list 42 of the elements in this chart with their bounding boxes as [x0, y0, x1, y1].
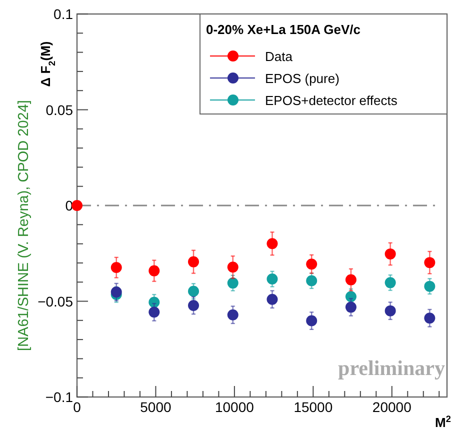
point: [384, 277, 396, 288]
point: [188, 300, 200, 311]
x-axis-title: M$^{2}$: [435, 414, 451, 430]
point: [424, 280, 436, 292]
point: [227, 278, 238, 289]
legend-label: EPOS (pure): [265, 71, 340, 86]
point: [345, 302, 356, 313]
point: [306, 258, 318, 270]
point: [424, 257, 436, 268]
annotation: preliminary: [338, 356, 446, 380]
point: [72, 200, 82, 211]
point: [345, 291, 356, 302]
point: [266, 294, 278, 305]
y-tick-label: −0.05: [38, 293, 74, 310]
point: [110, 286, 122, 298]
point: [188, 286, 200, 297]
point: [266, 238, 278, 250]
text: [NA61/SHINE (V. Reyna), CPOD 2024]: [16, 100, 32, 351]
point: [227, 309, 238, 320]
point: [148, 306, 160, 318]
point: [148, 265, 160, 276]
point: [227, 262, 238, 273]
point: [306, 315, 318, 326]
point: [110, 262, 122, 274]
point: [188, 256, 200, 268]
point: [306, 275, 318, 286]
point: [384, 248, 396, 260]
x-tick-label: 5000: [140, 399, 172, 415]
y-tick-label: 0.05: [46, 102, 74, 118]
legend-title: 0-20% Xe+La 150A GeV/c: [206, 22, 361, 37]
point: [148, 296, 160, 308]
legend-label: Data: [265, 49, 294, 64]
x-tick-label: 10000: [214, 399, 254, 415]
x-tick-label: 15000: [294, 399, 333, 415]
point: [266, 274, 278, 285]
point: [384, 305, 396, 316]
point: [345, 274, 356, 286]
y-tick-label: −0.1: [45, 389, 74, 405]
y-tick-label: 0.1: [54, 6, 74, 22]
x-tick-label: 20000: [372, 399, 412, 415]
point: [424, 312, 436, 324]
legend-label: EPOS+detector effects: [265, 93, 398, 108]
